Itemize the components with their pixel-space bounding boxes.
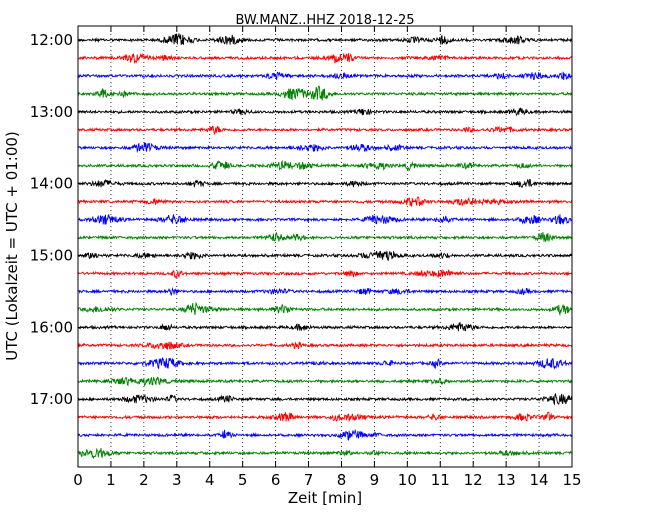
y-tick-label-3: 15:00 bbox=[30, 247, 73, 265]
x-tick-label-7: 7 bbox=[304, 471, 314, 489]
trace-6 bbox=[77, 142, 573, 154]
trace-7 bbox=[77, 159, 573, 172]
y-tick-label-5: 17:00 bbox=[30, 390, 73, 408]
x-tick-label-12: 12 bbox=[464, 471, 483, 489]
x-tick-label-5: 5 bbox=[238, 471, 248, 489]
trace-10 bbox=[77, 213, 573, 225]
vertical-grid bbox=[110, 26, 540, 467]
x-tick-label-0: 0 bbox=[73, 471, 83, 489]
trace-0 bbox=[77, 33, 573, 46]
x-tick-label-1: 1 bbox=[106, 471, 116, 489]
trace-15 bbox=[77, 301, 573, 317]
plot-frame bbox=[77, 25, 573, 468]
trace-12 bbox=[77, 250, 573, 262]
chart-title: BW.MANZ..HHZ 2018-12-25 bbox=[235, 13, 414, 28]
trace-22 bbox=[77, 428, 573, 441]
trace-1 bbox=[77, 52, 573, 65]
x-tick-label-11: 11 bbox=[431, 471, 450, 489]
x-tick-label-3: 3 bbox=[172, 471, 182, 489]
y-tick-label-4: 16:00 bbox=[30, 318, 73, 336]
trace-2 bbox=[77, 71, 573, 81]
trace-11 bbox=[77, 232, 573, 243]
seismogram-traces bbox=[77, 33, 573, 460]
y-tick-label-1: 13:00 bbox=[30, 103, 73, 121]
trace-16 bbox=[77, 322, 573, 332]
trace-17 bbox=[77, 341, 573, 350]
y-tick-label-0: 12:00 bbox=[30, 31, 73, 49]
x-tick-label-15: 15 bbox=[562, 471, 581, 489]
trace-19 bbox=[77, 376, 573, 387]
y-axis-label: UTC (Lokalzeit = UTC + 01:00) bbox=[3, 131, 21, 361]
x-tick-label-9: 9 bbox=[370, 471, 380, 489]
x-tick-label-6: 6 bbox=[271, 471, 281, 489]
trace-21 bbox=[77, 411, 573, 423]
trace-9 bbox=[77, 196, 573, 208]
trace-20 bbox=[77, 392, 573, 406]
trace-4 bbox=[77, 107, 573, 117]
x-tick-label-14: 14 bbox=[530, 471, 549, 489]
y-tick-label-2: 14:00 bbox=[30, 175, 73, 193]
x-tick-label-8: 8 bbox=[337, 471, 347, 489]
x-tick-label-2: 2 bbox=[139, 471, 149, 489]
trace-3 bbox=[77, 85, 573, 101]
trace-14 bbox=[77, 286, 573, 297]
x-axis-label: Zeit [min] bbox=[288, 489, 362, 507]
trace-23 bbox=[77, 447, 573, 460]
x-tick-labels: 0 1 2 3 4 5 6 7 8 9 10 11 12 13 14 15 bbox=[73, 471, 581, 489]
x-tick-label-13: 13 bbox=[497, 471, 516, 489]
x-tick-label-4: 4 bbox=[205, 471, 215, 489]
trace-5 bbox=[77, 125, 573, 136]
trace-18 bbox=[78, 357, 573, 370]
y-tick-labels: 12:00 13:00 14:00 15:00 16:00 17:00 bbox=[30, 31, 73, 408]
trace-8 bbox=[77, 178, 573, 189]
x-tick-label-10: 10 bbox=[398, 471, 417, 489]
trace-13 bbox=[77, 268, 573, 279]
